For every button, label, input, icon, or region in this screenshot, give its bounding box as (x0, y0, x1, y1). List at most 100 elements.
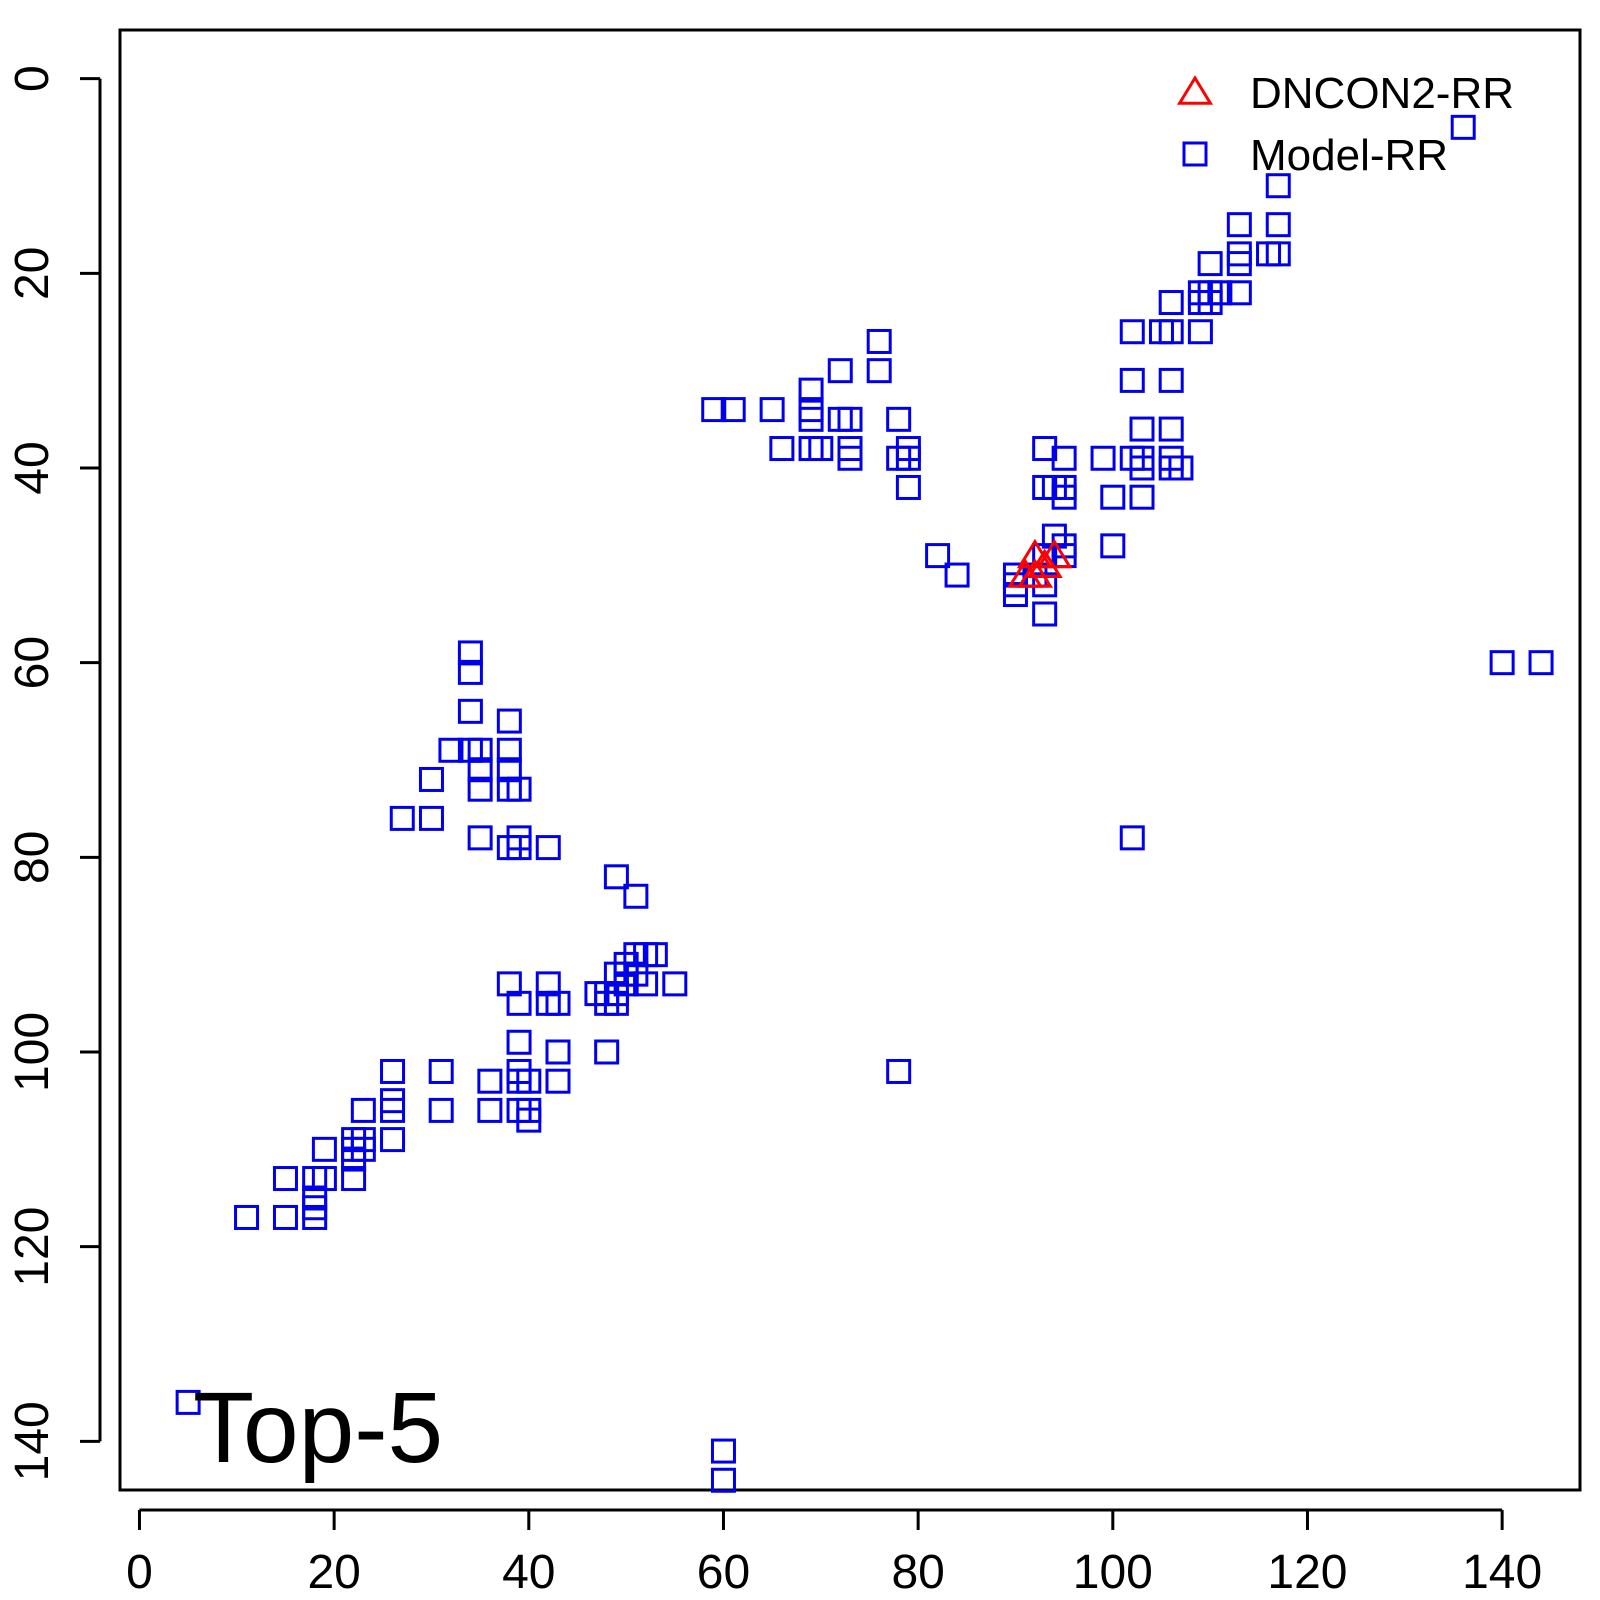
model-rr-point (516, 1068, 542, 1094)
model-rr-point (837, 406, 863, 432)
model-rr-point (594, 1039, 620, 1065)
y-tick-label: 0 (6, 65, 59, 92)
x-tick-label: 120 (1267, 1546, 1347, 1599)
model-rr-point (1158, 367, 1184, 393)
model-rr-point (428, 1058, 454, 1084)
model-rr-point (623, 883, 649, 909)
model-rr-point (1528, 650, 1554, 676)
model-rr-point (506, 776, 532, 802)
model-rr-point (496, 708, 522, 734)
model-rr-point (380, 1097, 406, 1123)
model-rr-point (720, 397, 746, 423)
model-rr-point (1129, 416, 1155, 442)
model-rr-point (1100, 533, 1126, 559)
model-rr-point (759, 397, 785, 423)
dncon2-rr-legend-label: DNCON2-RR (1250, 69, 1514, 118)
model-rr-point (1158, 290, 1184, 316)
model-rr-point (428, 1097, 454, 1123)
model-rr-point (1119, 319, 1145, 345)
model-rr-point (710, 1438, 736, 1464)
y-tick-label: 40 (6, 441, 59, 494)
model-rr-point (925, 543, 951, 569)
model-rr-point (467, 825, 493, 851)
model-rr-point (467, 737, 493, 763)
model-rr-point (798, 406, 824, 432)
model-rr-point (642, 942, 668, 968)
model-rr-point (302, 1204, 328, 1230)
model-rr-point (545, 990, 571, 1016)
model-rr-point (866, 328, 892, 354)
model-rr-point (886, 406, 912, 432)
model-rr-point (1158, 416, 1184, 442)
model-rr-point (1129, 484, 1155, 510)
panel-annotation: Top-5 (193, 1372, 443, 1484)
model-rr-point (1489, 650, 1515, 676)
model-rr-point (516, 1107, 542, 1133)
model-rr-point (1265, 173, 1291, 199)
model-rr-point (633, 971, 659, 997)
model-rr-point (1197, 251, 1223, 277)
model-rr-point (1226, 280, 1252, 306)
model-rr-point (1002, 582, 1028, 608)
model-rr-point (1168, 455, 1194, 481)
model-rr-point (467, 757, 493, 783)
model-rr-point (1265, 212, 1291, 238)
model-rr-point (545, 1039, 571, 1065)
model-rr-point (1197, 290, 1223, 316)
model-rr-point (701, 397, 727, 423)
model-rr-point (350, 1097, 376, 1123)
x-tick-label: 100 (1073, 1546, 1153, 1599)
model-rr-point (769, 436, 795, 462)
model-rr-point (438, 737, 464, 763)
model-rr-point (1090, 445, 1116, 471)
model-rr-point (477, 1097, 503, 1123)
model-rr-point (1226, 212, 1252, 238)
model-rr-point (506, 835, 532, 861)
legend: DNCON2-RR Model-RR (1176, 69, 1514, 180)
model-rr-point (837, 445, 863, 471)
x-tick-label: 40 (502, 1546, 555, 1599)
model-rr-point (886, 1058, 912, 1084)
x-tick-label: 140 (1462, 1546, 1542, 1599)
y-tick-label: 20 (6, 247, 59, 300)
model-rr-point (827, 358, 853, 384)
model-rr-point (1119, 825, 1145, 851)
model-rr-point (798, 377, 824, 403)
model-rr-point (1129, 455, 1155, 481)
y-tick-label: 60 (6, 636, 59, 689)
model-rr-point (1450, 114, 1476, 140)
model-rr-point (272, 1166, 298, 1192)
dncon2-rr-point (1007, 558, 1044, 588)
model-rr-point (175, 1389, 201, 1415)
y-tick-label: 80 (6, 831, 59, 884)
model-rr-point (1226, 251, 1252, 277)
model-rr-point (272, 1204, 298, 1230)
model-rr-point (496, 737, 522, 763)
model-rr-point (341, 1166, 367, 1192)
y-tick-label: 100 (6, 1012, 59, 1092)
model-rr-point (311, 1136, 337, 1162)
model-rr-point (380, 1058, 406, 1084)
model-rr-point (418, 766, 444, 792)
model-rr-point (457, 659, 483, 685)
y-axis: 0 20 40 60 80 100 120 140 (6, 65, 102, 1481)
model-rr-point (506, 990, 532, 1016)
x-tick-label: 0 (126, 1546, 153, 1599)
plot-frame (118, 28, 1582, 1492)
model-rr-point (1158, 319, 1184, 345)
model-rr-point (603, 990, 629, 1016)
model-rr-point (1187, 319, 1213, 345)
model-rr-point (895, 445, 921, 471)
model-rr-point (380, 1127, 406, 1153)
x-tick-label: 80 (891, 1546, 944, 1599)
model-rr-point (535, 835, 561, 861)
model-rr-point (866, 358, 892, 384)
model-rr-point (895, 474, 921, 500)
model-rr-point (808, 436, 834, 462)
model-rr-point (1051, 445, 1077, 471)
x-axis: 0 20 40 60 80 100 120 140 (126, 1508, 1542, 1599)
model-rr-point (1119, 367, 1145, 393)
dncon2-rr-legend-marker (1176, 75, 1214, 105)
model-rr-point (710, 1467, 736, 1493)
